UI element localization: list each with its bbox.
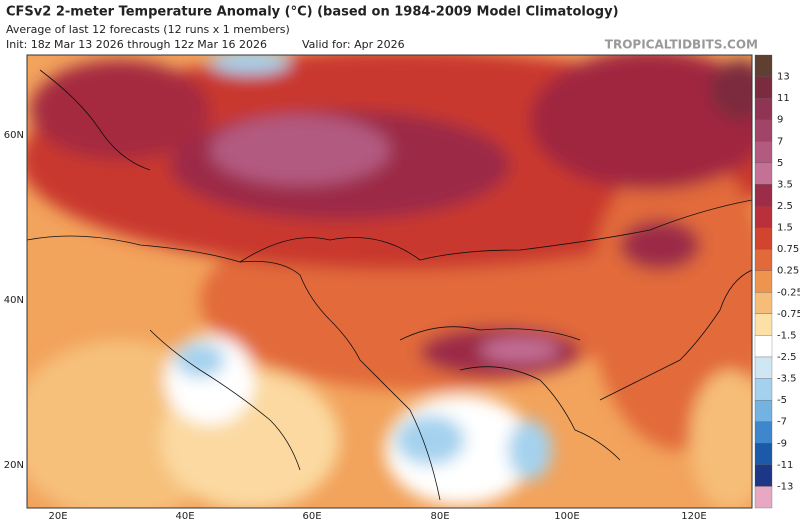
color-swatch: [754, 292, 773, 315]
colorbar-label: 9: [777, 115, 783, 126]
colorbar-label: 11: [777, 93, 790, 104]
color-swatch: [754, 184, 773, 207]
colorbar-label: -7: [777, 417, 787, 428]
color-swatch: [754, 205, 773, 228]
latitude-label: 20N: [4, 460, 24, 471]
color-swatch: [754, 378, 773, 401]
colorbar-label: 0.25: [777, 266, 799, 277]
color-swatch: [754, 464, 773, 487]
colorbar-label: -3.5: [777, 374, 797, 385]
colorbar-label: 13: [777, 72, 790, 83]
coastlines: [27, 69, 752, 501]
color-swatch: [754, 248, 773, 271]
longitude-label: 100E: [554, 511, 579, 522]
colorbar-label: 2.5: [777, 201, 793, 212]
longitude-label: 80E: [430, 511, 449, 522]
color-swatch: [754, 141, 773, 164]
longitude-label: 20E: [48, 511, 67, 522]
color-swatch: [754, 356, 773, 379]
colorbar-label: -5: [777, 395, 787, 406]
anomaly-field: [27, 55, 752, 508]
colorbar-label: 0.75: [777, 244, 799, 255]
latitude-label: 60N: [4, 130, 24, 141]
color-swatch: [754, 443, 773, 466]
color-swatch: [754, 162, 773, 185]
colorbar-label: 7: [777, 136, 783, 147]
color-swatch: [754, 313, 773, 336]
colorbar-label: -11: [777, 460, 793, 471]
colorbar-label: -1.5: [777, 330, 797, 341]
color-swatch: [754, 486, 773, 509]
color-swatch: [754, 270, 773, 293]
latitude-label: 40N: [4, 295, 24, 306]
colorbar-label: -2.5: [777, 352, 797, 363]
color-swatch: [754, 421, 773, 444]
color-swatch: [754, 119, 773, 142]
color-swatch: [754, 227, 773, 250]
colorbar-label: -0.75: [777, 309, 800, 320]
map-frame: [26, 54, 753, 509]
title: CFSv2 2-meter Temperature Anomaly (°C) (…: [6, 5, 619, 20]
color-swatch: [754, 399, 773, 422]
init-text: Init: 18z Mar 13 2026 through 12z Mar 16…: [6, 38, 267, 51]
color-swatch: [754, 76, 773, 99]
map: [27, 55, 752, 508]
color-swatch: [754, 97, 773, 120]
site-name: TROPICALTIDBITS.COM: [605, 38, 758, 52]
longitude-label: 60E: [302, 511, 321, 522]
colorbar-label: -0.25: [777, 287, 800, 298]
colorbar-label: 1.5: [777, 223, 793, 234]
colorbar-label: 3.5: [777, 179, 793, 190]
colorbar-label: 5: [777, 158, 783, 169]
subtitle: Average of last 12 forecasts (12 runs x …: [6, 23, 290, 36]
longitude-label: 40E: [175, 511, 194, 522]
color-swatch: [754, 54, 773, 77]
longitude-label: 120E: [681, 511, 706, 522]
color-swatch: [754, 335, 773, 358]
colorbar-label: -9: [777, 438, 787, 449]
colorbar-label: -13: [777, 481, 793, 492]
valid-text: Valid for: Apr 2026: [302, 38, 405, 51]
